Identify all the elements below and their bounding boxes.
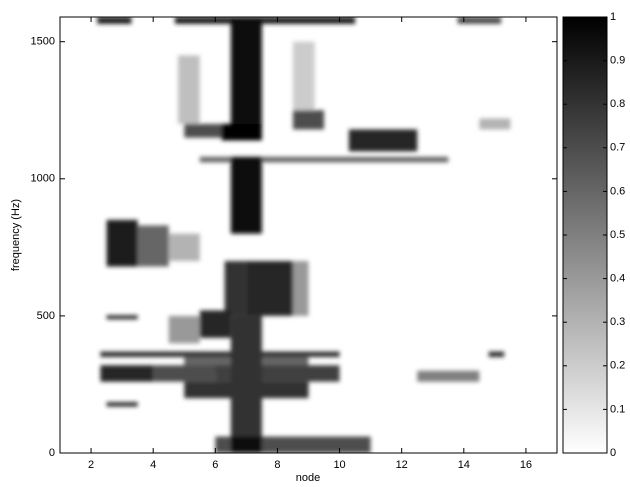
heat-cell bbox=[106, 219, 138, 267]
heat-cell bbox=[199, 310, 231, 338]
heat-cell bbox=[230, 315, 262, 453]
heat-cell bbox=[100, 365, 154, 382]
heat-cell bbox=[106, 402, 138, 407]
heat-cell bbox=[153, 365, 216, 382]
heatmap-cells bbox=[97, 17, 511, 453]
x-tick-label: 4 bbox=[150, 459, 156, 471]
heat-cell bbox=[348, 129, 418, 152]
heat-cell bbox=[457, 17, 502, 24]
y-tick-label: 0 bbox=[49, 447, 55, 459]
x-tick-label: 14 bbox=[458, 459, 470, 471]
x-tick-label: 16 bbox=[520, 459, 532, 471]
heat-cell bbox=[230, 156, 262, 234]
x-tick-label: 10 bbox=[333, 459, 345, 471]
x-tick-label: 2 bbox=[88, 459, 94, 471]
heat-cell bbox=[178, 55, 200, 124]
heat-cell bbox=[221, 123, 262, 141]
heat-cell bbox=[97, 17, 132, 24]
y-tick-label: 1000 bbox=[31, 173, 55, 185]
heat-cell bbox=[488, 351, 505, 358]
x-axis-label: node bbox=[296, 472, 320, 484]
heat-cell bbox=[174, 17, 356, 24]
heat-cell bbox=[417, 370, 480, 382]
colorbar-tick-label: 0.5 bbox=[610, 229, 625, 241]
heat-cell bbox=[292, 261, 309, 316]
colorbar bbox=[562, 16, 608, 454]
plot-frame bbox=[59, 16, 558, 454]
y-axis-label: frequency (Hz) bbox=[10, 199, 22, 271]
colorbar-tick-label: 0.7 bbox=[610, 142, 625, 154]
colorbar-tick-label: 0.8 bbox=[610, 98, 625, 110]
heat-cell bbox=[292, 110, 325, 130]
colorbar-tick-label: 0.6 bbox=[610, 185, 625, 197]
heat-cell bbox=[168, 315, 200, 344]
colorbar-tick-label: 0.3 bbox=[610, 316, 625, 328]
colorbar-tick-label: 0.4 bbox=[610, 273, 625, 285]
colorbar-tick-label: 0.9 bbox=[610, 55, 625, 67]
heat-cell bbox=[230, 17, 262, 130]
y-tick-label: 1500 bbox=[31, 36, 55, 48]
heat-cell bbox=[106, 315, 138, 320]
x-tick-label: 8 bbox=[274, 459, 280, 471]
heat-cell bbox=[168, 233, 200, 262]
x-tick-label: 6 bbox=[212, 459, 218, 471]
colorbar-tick-label: 0.2 bbox=[610, 360, 625, 372]
heat-cell bbox=[246, 261, 293, 316]
colorbar-tick-label: 1 bbox=[610, 11, 616, 23]
y-tick-label: 500 bbox=[37, 310, 55, 322]
heat-cell bbox=[479, 118, 511, 130]
heat-cell bbox=[199, 156, 449, 163]
heat-cell bbox=[100, 351, 340, 358]
colorbar-tick-label: 0 bbox=[610, 447, 616, 459]
x-tick-label: 12 bbox=[396, 459, 408, 471]
heat-cell bbox=[224, 261, 247, 316]
colorbar-tick-label: 0.1 bbox=[610, 403, 625, 415]
heat-cell bbox=[137, 225, 169, 267]
heat-cell bbox=[230, 436, 262, 453]
heat-cell bbox=[292, 41, 315, 111]
heat-cell bbox=[184, 123, 231, 138]
